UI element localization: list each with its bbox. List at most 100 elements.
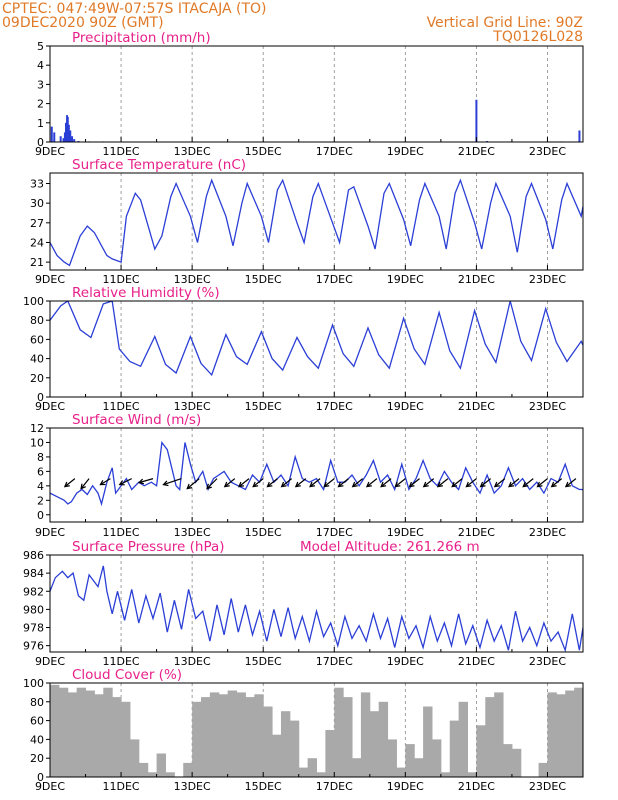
wind-vector: [451, 478, 463, 488]
y-tick-label: 976: [23, 640, 44, 653]
wind-vector-head: [186, 483, 193, 490]
precip-bar: [475, 99, 478, 142]
panel-title-pressure: Surface Pressure (hPa): [72, 539, 225, 555]
panel-cloud: 0 20 40 60 80 100 9DEC 11DEC 13DEC 15DEC 17DEC 19DE…: [23, 667, 584, 793]
plot-area-cloud: [50, 684, 583, 777]
x-tick-label: 9DEC: [35, 780, 65, 793]
cloud-bar: [494, 692, 504, 777]
cloud-bar: [289, 720, 300, 777]
cloud-bar: [298, 767, 309, 777]
x-tick-label: 9DEC: [35, 145, 65, 158]
x-tick-label: 11DEC: [103, 400, 140, 413]
y-tick-label: 0: [37, 136, 44, 149]
wind-vector: [64, 478, 76, 488]
y-tick-label: 4: [37, 59, 44, 72]
cloud-bar: [280, 711, 291, 777]
cloud-bar: [103, 687, 113, 777]
frame-precipitation: [49, 45, 584, 143]
wind-vector: [409, 478, 420, 488]
wind-vector-head: [280, 481, 287, 488]
cloud-bar: [458, 701, 469, 777]
cloud-bar: [121, 701, 131, 777]
y-tick-label: 8: [37, 451, 44, 464]
temperature-line: [50, 178, 583, 267]
cloud-bar: [236, 692, 246, 777]
header-station: CPTEC: 047:49W-07:57S ITACAJA (TO): [2, 1, 267, 17]
x-tick-label: 23DEC: [529, 526, 566, 539]
cloud-bar: [201, 697, 211, 777]
precip-bar: [63, 132, 66, 142]
y-tick-label: 100: [23, 295, 44, 308]
cloud-bar: [254, 694, 264, 777]
cloud-bar: [503, 744, 513, 777]
y-tick-label: 4: [37, 480, 44, 493]
x-tick-label: 19DEC: [387, 273, 424, 286]
cloud-bar: [129, 739, 140, 777]
wind-vector-head: [337, 481, 344, 488]
x-tick-label: 15DEC: [245, 145, 282, 158]
x-tick-label: 13DEC: [174, 780, 211, 793]
y-tick-label: 3: [37, 78, 44, 91]
panel-precipitation: 0 1 2 3 4 5 9DEC 11DEC 13DEC 15DEC 17DEC 19DEC 21DEC…: [35, 30, 584, 158]
wind-vector: [252, 478, 264, 488]
wind-vector: [186, 478, 200, 490]
cloud-bar: [307, 758, 317, 777]
panel-title-temperature: Surface Temperature (nC): [72, 157, 246, 173]
wind-line: [50, 440, 583, 507]
wind-vector-head: [266, 481, 273, 488]
precip-bar: [59, 136, 62, 142]
y-tick-label: 0: [37, 509, 44, 522]
wind-vector-head: [550, 481, 557, 488]
precip-bar: [66, 117, 69, 142]
precip-bar: [69, 130, 72, 142]
y-tick-label: 12: [30, 422, 44, 435]
cloud-bar: [547, 692, 557, 777]
cloud-bar: [76, 687, 87, 777]
wind-vector: [119, 478, 132, 486]
x-tick-label: 13DEC: [174, 400, 211, 413]
y-tick-label: 40: [30, 353, 44, 366]
cloud-bar: [50, 684, 60, 777]
wind-vector-head: [252, 481, 259, 488]
x-tick-label: 11DEC: [103, 526, 140, 539]
cloud-bar: [227, 690, 238, 777]
wind-vector-head: [394, 481, 401, 488]
frame-temperature: [49, 172, 584, 271]
x-tick-label: 23DEC: [529, 655, 566, 668]
cloud-bar: [360, 692, 371, 777]
x-tick-label: 9DEC: [35, 400, 65, 413]
panel-title-humidity: Relative Humidity (%): [72, 285, 220, 301]
precip-bar: [578, 130, 581, 142]
y-tick-label: 80: [30, 314, 44, 327]
wind-vector: [163, 478, 182, 486]
wind-vector: [394, 478, 406, 488]
precip-bar: [64, 122, 67, 142]
x-tick-label: 19DEC: [387, 145, 424, 158]
cloud-bar: [165, 772, 175, 777]
x-tick-label: 11DEC: [103, 273, 140, 286]
x-tick-label: 17DEC: [316, 400, 353, 413]
y-tick-label: 978: [23, 622, 44, 635]
precip-bar: [73, 139, 76, 142]
cloud-bar: [334, 687, 344, 777]
wind-vector: [466, 478, 477, 488]
cloud-bar: [325, 730, 335, 777]
wind-vector-head: [451, 481, 458, 488]
x-tick-label: 21DEC: [458, 780, 495, 793]
precip-bar: [71, 136, 74, 142]
cloud-bar: [574, 687, 583, 777]
wind-vector: [238, 478, 250, 488]
wind-vector-head: [118, 480, 125, 486]
cloud-bar: [245, 697, 255, 777]
cloud-bar: [263, 706, 273, 777]
wind-vector: [323, 478, 335, 488]
y-tick-label: 986: [23, 549, 44, 562]
x-tick-label: 9DEC: [35, 273, 65, 286]
x-tick-label: 11DEC: [103, 655, 140, 668]
cloud-bar: [485, 697, 495, 777]
cloud-bar: [467, 772, 477, 777]
wind-vector-head: [137, 478, 145, 485]
y-tick-label: 10: [30, 436, 44, 449]
